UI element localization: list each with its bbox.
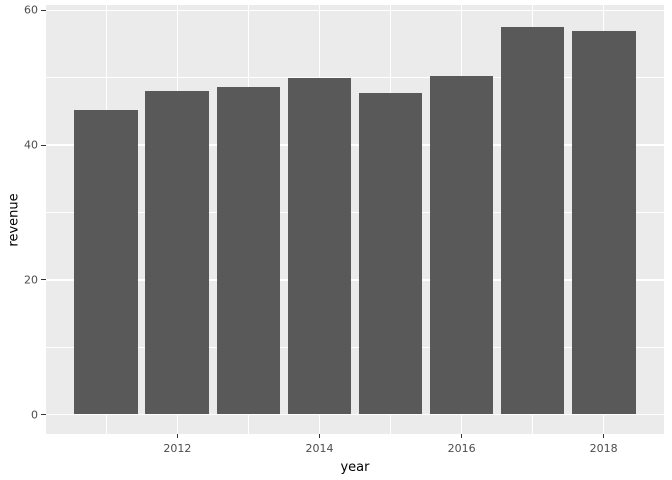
x-axis-title: year (340, 460, 370, 475)
x-tick-mark (176, 434, 178, 438)
bar-2015 (358, 92, 423, 415)
y-major-gridline (46, 144, 664, 146)
bar-2017 (500, 26, 565, 415)
x-tick-mark (603, 434, 605, 438)
bar-2016 (429, 76, 494, 415)
x-tick-label: 2016 (447, 442, 476, 455)
y-tick-label: 40 (24, 138, 38, 152)
y-tick-mark (41, 9, 46, 11)
y-axis-title: revenue (6, 192, 22, 247)
x-tick-mark (319, 434, 320, 438)
bar-2012 (145, 91, 210, 415)
y-tick-label: 60 (24, 3, 38, 17)
y-major-gridline (46, 413, 664, 416)
y-tick-mark (41, 414, 46, 415)
x-tick-label: 2014 (305, 442, 334, 455)
bar-2013 (216, 87, 281, 415)
y-tick-mark (41, 144, 46, 146)
x-tick-label: 2018 (589, 442, 618, 455)
y-tick-label: 0 (31, 408, 38, 421)
bar-2014 (287, 77, 352, 415)
plot-panel (46, 5, 664, 434)
y-minor-gridline (46, 77, 664, 79)
x-tick-label: 2012 (163, 442, 192, 455)
y-major-gridline (46, 279, 664, 281)
x-tick-mark (461, 434, 463, 438)
y-tick-label: 20 (24, 273, 38, 287)
y-minor-gridline (46, 212, 664, 213)
y-major-gridline (46, 9, 664, 12)
y-minor-gridline (46, 346, 664, 348)
bar-2018 (571, 30, 636, 415)
y-tick-mark (41, 279, 46, 281)
bar-2011 (74, 110, 139, 415)
